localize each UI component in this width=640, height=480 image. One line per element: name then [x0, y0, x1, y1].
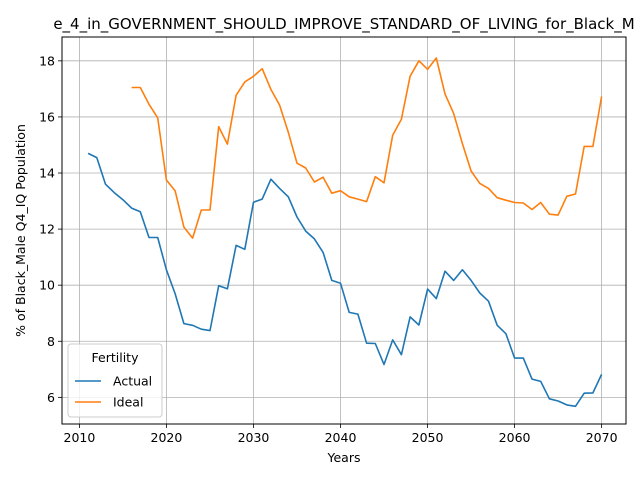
x-axis-ticks: 2010 2020 2030 2040 2050 2060 2070: [64, 424, 618, 445]
legend: Fertility Actual Ideal: [67, 343, 163, 418]
x-tick-label: 2040: [325, 430, 357, 445]
y-tick-label: 18: [39, 53, 55, 68]
y-tick-label: 16: [39, 109, 55, 124]
x-tick-label: 2050: [412, 430, 444, 445]
plot-frame: [61, 36, 627, 425]
y-tick-label: 14: [39, 166, 55, 181]
x-tick-label: 2020: [151, 430, 183, 445]
x-tick-label: 2060: [499, 430, 531, 445]
legend-label-ideal: Ideal: [113, 395, 143, 410]
legend-label-actual: Actual: [113, 374, 152, 389]
series-layer: [87, 57, 603, 408]
legend-box: [67, 343, 163, 418]
chart-title: e_4_in_GOVERNMENT_SHOULD_IMPROVE_STANDAR…: [53, 15, 634, 34]
legend-title: Fertility: [92, 350, 140, 365]
y-tick-label: 10: [39, 278, 55, 293]
y-tick-label: 6: [47, 390, 55, 405]
x-tick-label: 2030: [238, 430, 270, 445]
series-line-actual: [87, 152, 603, 408]
y-tick-label: 12: [39, 222, 55, 237]
x-axis-label: Years: [327, 450, 361, 465]
x-tick-label: 2070: [586, 430, 618, 445]
x-tick-label: 2010: [64, 430, 96, 445]
series-line-ideal: [131, 57, 603, 239]
y-axis-ticks: 6 8 10 12 14 16 18: [39, 53, 62, 405]
y-tick-label: 8: [47, 334, 55, 349]
y-axis-label: % of Black_Male Q4_IQ Population: [13, 124, 28, 337]
